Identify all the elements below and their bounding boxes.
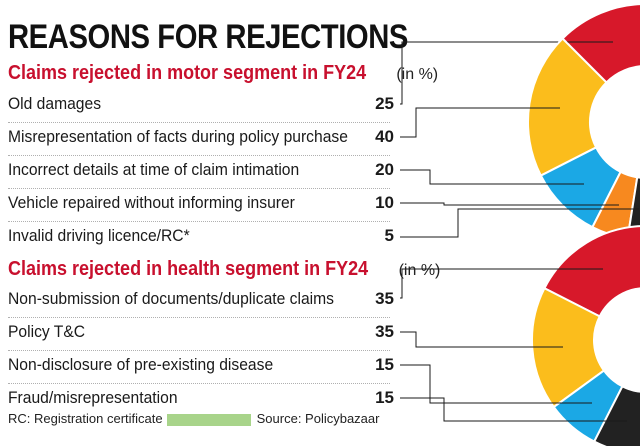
leader-line — [400, 107, 560, 138]
health-row-label: Non-submission of documents/duplicate cl… — [8, 289, 334, 308]
motor-row-label: Incorrect details at time of claim intim… — [8, 160, 300, 179]
row-divider — [8, 350, 390, 351]
donut-slice — [527, 37, 608, 177]
footer-note: RC: Registration certificate — [8, 411, 163, 426]
motor-row-label: Old damages — [8, 94, 102, 113]
motor-row-label: Misrepresentation of facts during policy… — [8, 127, 348, 146]
page-title: REASONS FOR REJECTIONS — [8, 18, 408, 56]
donut-slice — [591, 170, 639, 240]
motor-row-value: 20 — [375, 160, 394, 179]
donut-slice — [543, 225, 640, 318]
leader-line — [400, 169, 584, 185]
motor-row-value: 25 — [375, 94, 394, 113]
leader-line — [400, 397, 627, 422]
motor-row: Incorrect details at time of claim intim… — [8, 156, 398, 188]
row-divider — [8, 383, 390, 384]
motor-row-label: Vehicle repaired without informing insur… — [8, 193, 295, 212]
row-divider — [8, 155, 390, 156]
health-row-label: Non-disclosure of pre-existing disease — [8, 355, 274, 374]
motor-section-heading: Claims rejected in motor segment in FY24… — [8, 62, 438, 85]
health-row-value: 15 — [375, 355, 394, 374]
health-row: Non-disclosure of pre-existing disease 1… — [8, 351, 398, 383]
row-divider — [8, 317, 390, 318]
health-section-unit: (in %) — [398, 262, 441, 279]
health-section-heading: Claims rejected in health segment in FY2… — [8, 258, 440, 281]
footer: RC: Registration certificate Source: Poli… — [8, 411, 379, 426]
motor-row: Old damages 25 — [8, 90, 398, 122]
row-divider — [8, 221, 390, 222]
donut-slice — [552, 369, 624, 443]
leader-line — [400, 331, 563, 348]
health-row-value: 15 — [375, 388, 394, 407]
motor-row-value: 40 — [375, 127, 394, 146]
health-row-value: 35 — [375, 289, 394, 308]
motor-section-title: Claims rejected in motor segment in FY24 — [8, 62, 367, 84]
donut-slice — [531, 286, 606, 409]
donut-slice — [539, 146, 622, 229]
decorative-band — [166, 413, 251, 426]
row-divider — [8, 122, 390, 123]
motor-row-label: Invalid driving licence/RC* — [8, 226, 190, 245]
leader-line — [400, 364, 592, 404]
motor-row: Invalid driving licence/RC* 5 — [8, 222, 398, 254]
leader-line — [400, 208, 639, 238]
health-section-title: Claims rejected in health segment in FY2… — [8, 258, 369, 280]
row-divider — [8, 188, 390, 189]
health-row: Non-submission of documents/duplicate cl… — [8, 285, 398, 317]
motor-row: Vehicle repaired without informing insur… — [8, 189, 398, 221]
health-row-label: Policy T&C — [8, 322, 86, 341]
motor-row-value: 5 — [384, 226, 394, 245]
health-row: Fraud/misrepresentation 15 — [8, 384, 398, 416]
health-row: Policy T&C 35 — [8, 318, 398, 350]
leader-line — [400, 202, 619, 206]
motor-row-value: 10 — [375, 193, 394, 212]
footer-source: Source: Policybazaar — [256, 411, 380, 426]
motor-row: Misrepresentation of facts during policy… — [8, 123, 398, 155]
motor-section-unit: (in %) — [396, 66, 439, 83]
donut-slice — [561, 3, 640, 84]
health-row-label: Fraud/misrepresentation — [8, 388, 178, 407]
donut-slice — [592, 384, 640, 446]
health-row-value: 35 — [375, 322, 394, 341]
donut-slice — [626, 176, 640, 241]
